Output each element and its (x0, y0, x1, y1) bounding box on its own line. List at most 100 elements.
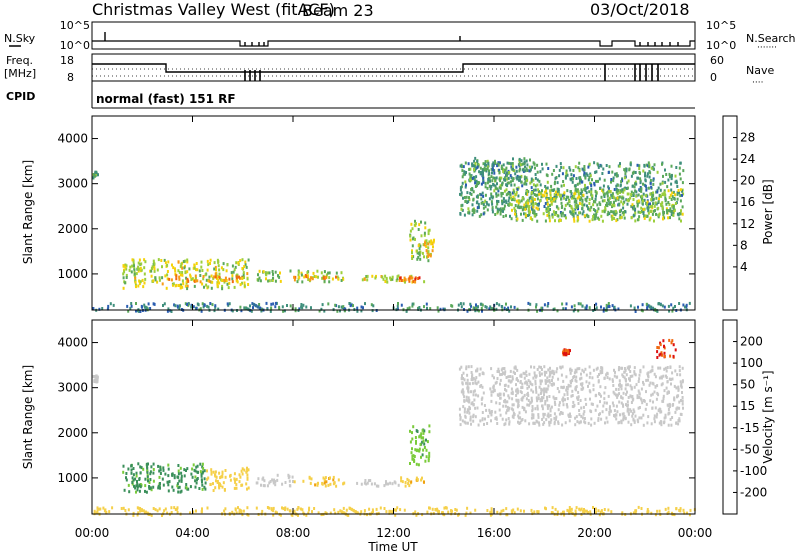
scatter-cell (470, 371, 473, 374)
scatter-cell (518, 178, 520, 182)
scatter-cell (544, 381, 547, 385)
scatter-cell (161, 477, 164, 481)
scatter-cell (294, 275, 297, 279)
scatter-cell (584, 183, 586, 187)
scatter-cell (663, 355, 666, 358)
scatter-cell (190, 303, 193, 307)
scatter-cell (363, 509, 366, 513)
scatter-cell (491, 179, 494, 183)
scatter-cell (159, 482, 161, 485)
scatter-cell (546, 304, 549, 308)
scatter-cell (356, 511, 359, 515)
scatter-cell (622, 200, 625, 204)
scatter-cell (202, 470, 205, 474)
scatter-cell (255, 506, 258, 510)
scatter-cell (640, 416, 643, 420)
scatter-cell (496, 207, 499, 211)
scatter-cell (404, 278, 407, 282)
scatter-cell (664, 180, 667, 184)
scatter-cell (432, 240, 435, 244)
scatter-cell (631, 412, 634, 416)
scatter-cell (561, 211, 564, 215)
scatter-cell (671, 191, 674, 195)
scatter-cell (122, 286, 125, 290)
scatter-cell (618, 420, 621, 424)
scatter-cell (159, 486, 161, 490)
scatter-cell (613, 201, 615, 205)
scatter-cell (209, 302, 212, 305)
x-tick-label: 00:00 (75, 526, 110, 540)
scatter-cell (475, 175, 478, 179)
scatter-cell (421, 440, 424, 444)
scatter-cell (464, 172, 467, 176)
scatter-cell (573, 219, 576, 223)
scatter-cell (590, 205, 593, 209)
y-tick-label: 2000 (57, 426, 88, 440)
freq-unit: [MHz] (4, 67, 36, 80)
scatter-cell (573, 304, 576, 308)
scatter-cell (570, 205, 573, 209)
scatter-cell (583, 410, 586, 414)
scatter-cell (498, 402, 501, 406)
scatter-cell (642, 192, 645, 196)
scatter-cell (656, 188, 659, 192)
scatter-cell (201, 302, 204, 306)
scatter-cell (607, 189, 610, 193)
scatter-cell (465, 171, 467, 174)
scatter-cell (466, 506, 469, 510)
scatter-cell (194, 274, 197, 278)
scatter-cell (517, 416, 520, 420)
scatter-cell (194, 276, 197, 280)
scatter-cell (462, 405, 465, 409)
scatter-cell (475, 376, 478, 380)
scatter-cell (650, 511, 653, 515)
scatter-cell (582, 405, 585, 409)
scatter-cell (589, 172, 592, 176)
scatter-cell (605, 416, 608, 420)
scatter-cell (564, 307, 567, 311)
scatter-cell (590, 402, 593, 406)
scatter-cell (320, 513, 323, 517)
scatter-cell (532, 200, 534, 204)
scatter-cell (524, 181, 527, 185)
scatter-cell (461, 175, 464, 179)
scatter-cell (238, 480, 241, 484)
scatter-cell (476, 200, 479, 204)
scatter-cell (471, 162, 474, 166)
scatter-cell (436, 306, 439, 310)
scatter-cell (138, 258, 141, 262)
scatter-cell (161, 282, 164, 286)
scatter-cell (615, 190, 618, 194)
scatter-cell (305, 305, 308, 309)
scatter-cell (642, 423, 645, 427)
date-label: 03/Oct/2018 (590, 0, 690, 19)
scatter-cell (462, 173, 465, 177)
scatter-cell (648, 163, 651, 167)
scatter-cell (632, 194, 635, 197)
scatter-cell (247, 468, 250, 472)
scatter-cell (170, 511, 173, 514)
scatter-cell (557, 377, 560, 381)
scatter-cell (611, 203, 614, 207)
scatter-cell (624, 368, 627, 372)
scatter-cell (162, 466, 165, 470)
scatter-cell (513, 305, 516, 309)
scatter-cell (512, 415, 515, 419)
scatter-cell (367, 479, 370, 483)
scatter-cell (647, 202, 649, 206)
scatter-cell (612, 390, 615, 394)
scatter-cell (585, 306, 588, 310)
scatter-cell (482, 177, 485, 180)
scatter-cell (566, 390, 569, 394)
scatter-cell (421, 251, 424, 255)
scatter-cell (462, 392, 465, 396)
scatter-cell (538, 423, 541, 427)
scatter-cell (520, 159, 523, 163)
scatter-cell (595, 194, 597, 198)
scatter-cell (570, 173, 573, 177)
scatter-cell (126, 304, 129, 308)
scatter-cell (543, 190, 546, 194)
scatter-cell (651, 406, 654, 410)
scatter-cell (96, 378, 99, 382)
scatter-cell (667, 201, 670, 204)
